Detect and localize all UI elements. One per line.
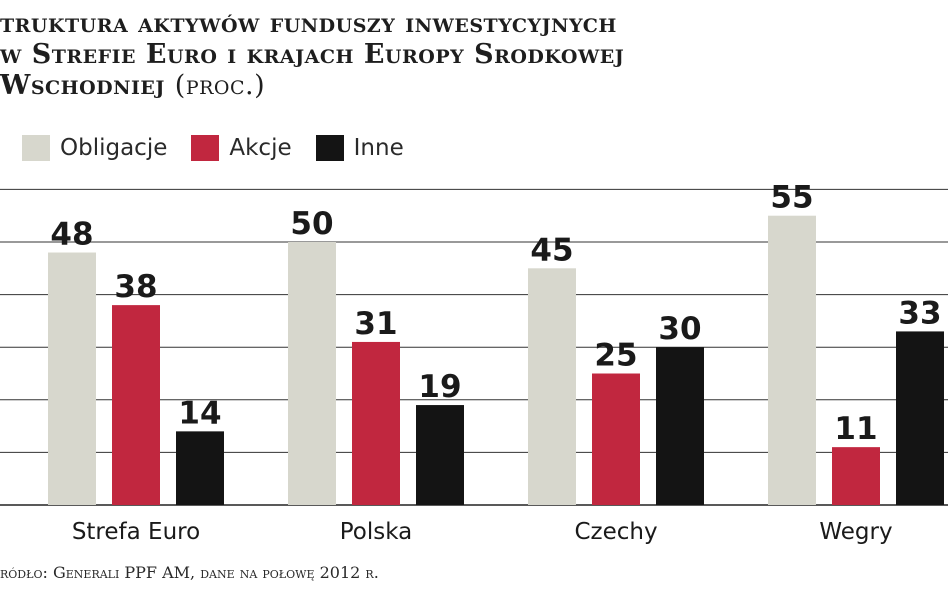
bar-czechy-inne <box>656 347 704 505</box>
title-unit: (proc.) <box>174 70 266 101</box>
value-label-polska-inne: 19 <box>418 369 461 405</box>
value-label-czechy-inne: 30 <box>658 311 701 347</box>
legend-item-akcje: Akcje <box>191 135 292 161</box>
chart-legend: Obligacje Akcje Inne <box>22 131 428 165</box>
value-label-wegry-inne: 33 <box>898 295 941 331</box>
value-label-strefa-euro-akcje: 38 <box>114 269 157 305</box>
title-line-3: Wschodniej (proc.) <box>0 70 900 101</box>
bar-czechy-akcje <box>592 373 640 505</box>
bar-wegry-obligacje <box>768 215 816 505</box>
value-labels: 48 38 14 50 31 19 45 25 30 55 11 33 <box>50 185 941 447</box>
value-label-polska-akcje: 31 <box>354 306 397 342</box>
title-line-1: truktura aktywów funduszy inwestycyjnych <box>0 8 617 39</box>
bar-czechy-obligacje <box>528 268 576 505</box>
category-label-wegry: Wegry <box>819 519 892 545</box>
bar-polska-akcje <box>352 341 400 505</box>
bar-strefa-euro-inne <box>176 431 224 505</box>
legend-item-inne: Inne <box>315 135 404 161</box>
value-label-strefa-euro-obligacje: 48 <box>50 217 93 253</box>
chart-title: truktura aktywów funduszy inwestycyjnych… <box>0 8 900 101</box>
bar-chart-plot: 48 38 14 50 31 19 45 25 30 55 11 33 Strefa Euro Pols… <box>0 185 948 545</box>
value-label-strefa-euro-inne: 14 <box>178 395 221 431</box>
bar-polska-obligacje <box>288 242 336 505</box>
legend-label-obligacje: Obligacje <box>60 135 168 161</box>
bar-wegry-akcje <box>832 447 880 505</box>
value-label-wegry-akcje: 11 <box>834 411 877 447</box>
legend-item-obligacje: Obligacje <box>22 135 167 161</box>
value-label-czechy-akcje: 25 <box>594 338 637 374</box>
title-line-3-text: Wschodniej <box>0 70 165 101</box>
legend-swatch-obligacje <box>22 135 50 161</box>
category-label-czechy: Czechy <box>574 519 657 545</box>
title-line-2: w Strefie Euro i krajach Europy Srodkowe… <box>0 39 625 70</box>
source-note: ródło: Generali PPF AM, dane na połowę 2… <box>0 563 379 582</box>
legend-label-akcje: Akcje <box>229 135 292 161</box>
value-label-wegry-obligacje: 55 <box>770 185 813 216</box>
bar-strefa-euro-obligacje <box>48 252 96 505</box>
bar-polska-inne <box>416 405 464 505</box>
category-label-strefa-euro: Strefa Euro <box>72 519 200 545</box>
legend-label-inne: Inne <box>353 135 404 161</box>
bars <box>48 215 944 505</box>
value-label-czechy-obligacje: 45 <box>530 232 573 268</box>
legend-swatch-akcje <box>191 135 220 161</box>
bar-strefa-euro-akcje <box>112 305 160 505</box>
value-label-polska-obligacje: 50 <box>290 206 333 242</box>
bar-wegry-inne <box>896 331 944 505</box>
legend-swatch-inne <box>315 135 344 161</box>
category-labels: Strefa Euro Polska Czechy Wegry <box>72 519 893 545</box>
category-label-polska: Polska <box>340 519 413 545</box>
